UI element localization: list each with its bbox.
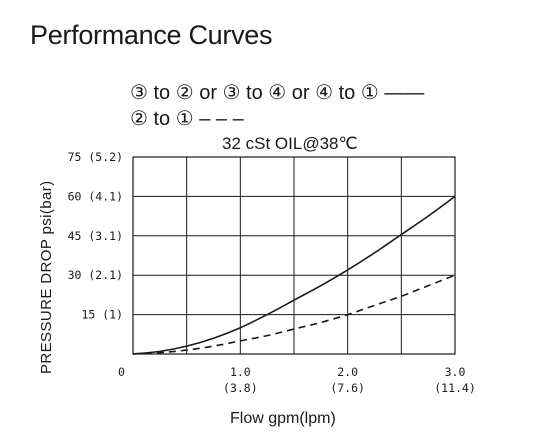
x-tick-label: 2.0 <box>337 365 358 379</box>
legend-entry-solid: ③ to ② or ③ to ④ or ④ to ① —— <box>130 82 425 104</box>
y-tick-label: 75 (5.2) <box>68 150 123 164</box>
x-axis-label: Flow gpm(lpm) <box>230 410 336 427</box>
x-tick-label: 0 <box>118 365 125 379</box>
y-tick-label: 15 (1) <box>81 308 123 322</box>
y-tick-label: 60 (4.1) <box>68 189 123 203</box>
series-line-dashed <box>132 274 456 355</box>
grid <box>132 156 456 355</box>
page-title: Performance Curves <box>30 20 273 50</box>
x-tick-sublabel: (11.4) <box>434 381 476 395</box>
x-tick-sublabel: (7.6) <box>330 381 365 395</box>
y-tick-label: 30 (2.1) <box>68 268 123 282</box>
legend-entry-dashed: ② to ① – – – <box>130 108 244 130</box>
x-tick-label: 3.0 <box>445 365 466 379</box>
y-tick-label: 45 (3.1) <box>68 229 123 243</box>
x-tick-label: 1.0 <box>230 365 251 379</box>
series-line-solid <box>132 195 456 355</box>
tick-labels: 0 1.0 (3.8) 2.0 (7.6) 3.0 (11.4) 15 (1) 30 (2.1)… <box>68 150 476 395</box>
chart-subtitle: 32 cSt OIL@38℃ <box>222 134 358 153</box>
x-tick-sublabel: (3.8) <box>223 381 258 395</box>
series-lines <box>132 195 456 355</box>
